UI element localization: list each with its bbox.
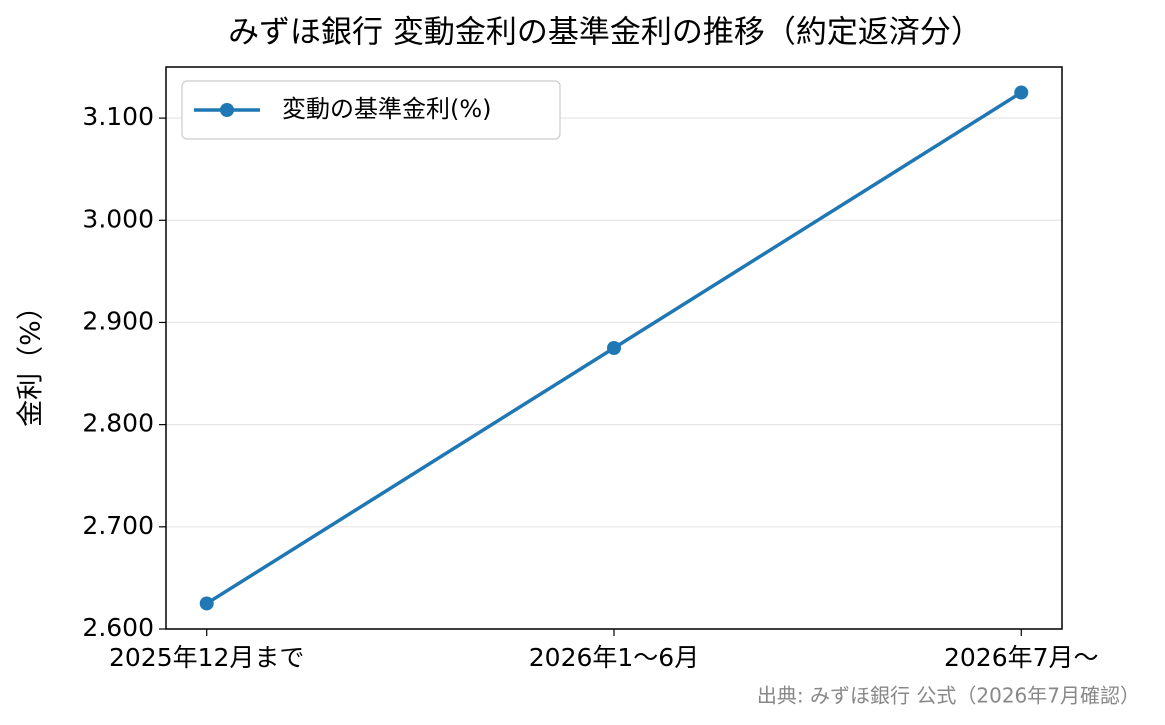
legend-label: 変動の基準金利(%) [282, 95, 492, 123]
y-tick-label: 2.700 [82, 511, 154, 540]
y-tick-label: 3.100 [82, 102, 154, 131]
source-note: 出典: みずほ銀行 公式（2026年7月確認） [757, 684, 1140, 708]
data-point [607, 341, 621, 355]
y-tick-label: 2.600 [82, 613, 154, 642]
x-tick-label: 2026年1〜6月 [529, 643, 699, 672]
y-tick-label: 3.000 [82, 204, 154, 233]
y-tick-label: 2.800 [82, 409, 154, 438]
data-point [1014, 85, 1029, 100]
data-point [199, 596, 214, 611]
legend: 変動の基準金利(%) [181, 80, 561, 140]
plot-frame [165, 66, 1063, 630]
y-axis-label: 金利（%） [16, 293, 47, 427]
x-tick-label: 2026年7月〜 [944, 643, 1099, 672]
y-tick-label: 2.900 [82, 306, 154, 335]
legend-box [181, 80, 561, 140]
x-tick-label: 2025年12月まで [109, 643, 304, 672]
legend-marker [220, 103, 234, 117]
chart-title: みずほ銀行 変動金利の基準金利の推移（約定返済分） [228, 15, 982, 51]
